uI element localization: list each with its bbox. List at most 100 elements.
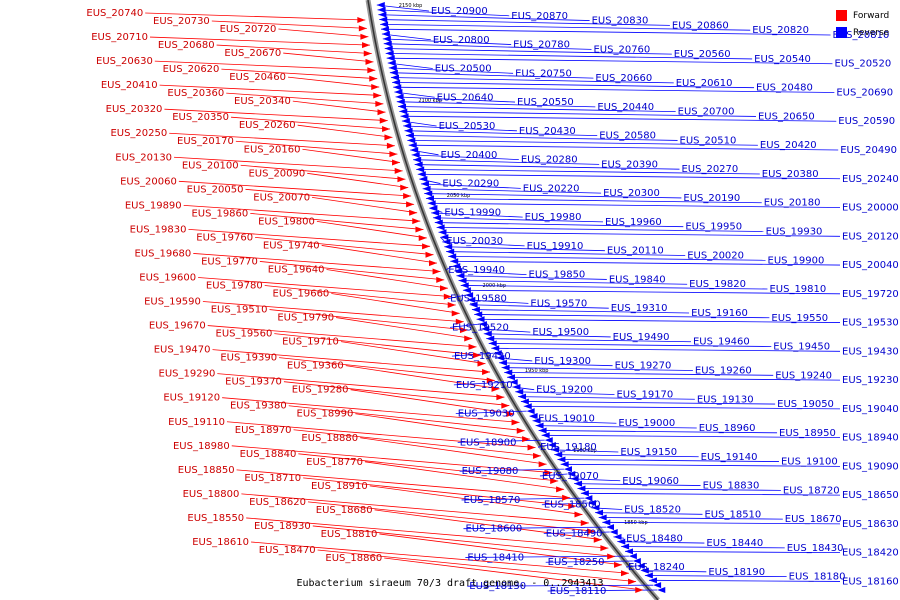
reverse-gene-label[interactable]: EUS_19850 (529, 270, 586, 281)
reverse-gene-label[interactable]: EUS_20390 (601, 159, 658, 170)
reverse-gene-label[interactable]: EUS_19090 (842, 461, 899, 472)
forward-gene-label[interactable]: EUS_20160 (244, 144, 301, 155)
reverse-gene-label[interactable]: EUS_20590 (838, 116, 895, 127)
reverse-gene-label[interactable]: EUS_19000 (618, 418, 675, 429)
forward-gene-label[interactable]: EUS_20350 (172, 112, 229, 123)
reverse-gene-label[interactable]: EUS_18960 (699, 423, 756, 434)
reverse-gene-label[interactable]: EUS_18160 (842, 576, 899, 587)
forward-gene-label[interactable]: EUS_19280 (292, 385, 349, 396)
reverse-gene-label[interactable]: EUS_19580 (450, 294, 507, 305)
reverse-gene-label[interactable]: EUS_18180 (789, 572, 846, 583)
reverse-gene-label[interactable]: EUS_19070 (542, 471, 599, 482)
reverse-gene-label[interactable]: EUS_19300 (534, 356, 591, 367)
forward-gene-label[interactable]: EUS_18970 (235, 425, 292, 436)
reverse-gene-label[interactable]: EUS_18940 (842, 433, 899, 444)
forward-gene-label[interactable]: EUS_18620 (249, 497, 306, 508)
reverse-gene-label[interactable]: EUS_20860 (672, 20, 729, 31)
reverse-gene-label[interactable]: EUS_20490 (840, 145, 897, 156)
forward-gene-label[interactable]: EUS_19670 (149, 321, 206, 332)
reverse-gene-label[interactable]: EUS_18480 (626, 533, 683, 544)
reverse-gene-label[interactable]: EUS_20540 (754, 54, 811, 65)
reverse-gene-label[interactable]: EUS_18950 (779, 428, 836, 439)
forward-gene-label[interactable]: EUS_20680 (158, 40, 215, 51)
reverse-gene-label[interactable]: EUS_18630 (842, 519, 899, 530)
forward-gene-label[interactable]: EUS_19390 (220, 353, 277, 364)
reverse-gene-label[interactable]: EUS_20040 (842, 260, 899, 271)
reverse-gene-label[interactable]: EUS_19010 (538, 413, 595, 424)
forward-gene-label[interactable]: EUS_19600 (139, 272, 196, 283)
reverse-gene-label[interactable]: EUS_20270 (681, 164, 738, 175)
reverse-gene-label[interactable]: EUS_19160 (691, 308, 748, 319)
forward-gene-label[interactable]: EUS_19760 (196, 232, 253, 243)
reverse-gene-label[interactable]: EUS_19950 (685, 222, 742, 233)
reverse-gene-label[interactable]: EUS_20240 (842, 174, 899, 185)
reverse-gene-label[interactable]: EUS_20220 (523, 183, 580, 194)
reverse-gene-label[interactable]: EUS_20560 (674, 49, 731, 60)
forward-gene-label[interactable]: EUS_19890 (125, 200, 182, 211)
forward-gene-label[interactable]: EUS_20060 (120, 176, 177, 187)
reverse-gene-label[interactable]: EUS_19420 (454, 351, 511, 362)
reverse-gene-label[interactable]: EUS_19080 (462, 466, 519, 477)
forward-gene-label[interactable]: EUS_18980 (173, 441, 230, 452)
forward-gene-label[interactable]: EUS_20100 (182, 160, 239, 171)
reverse-gene-label[interactable]: EUS_20800 (433, 35, 490, 46)
forward-gene-label[interactable]: EUS_20340 (234, 96, 291, 107)
reverse-gene-label[interactable]: EUS_20420 (760, 140, 817, 151)
reverse-gene-label[interactable]: EUS_19990 (444, 207, 501, 218)
reverse-gene-label[interactable]: EUS_20760 (593, 44, 650, 55)
reverse-gene-label[interactable]: EUS_18520 (624, 505, 681, 516)
reverse-gene-label[interactable]: EUS_20190 (683, 193, 740, 204)
forward-gene-label[interactable]: EUS_19590 (144, 297, 201, 308)
reverse-gene-label[interactable]: EUS_19230 (842, 375, 899, 386)
reverse-gene-label[interactable]: EUS_20750 (515, 68, 572, 79)
forward-gene-label[interactable]: EUS_18810 (321, 529, 378, 540)
reverse-gene-label[interactable]: EUS_19720 (842, 289, 899, 300)
reverse-gene-label[interactable]: EUS_19840 (609, 274, 666, 285)
reverse-gene-label[interactable]: EUS_20550 (517, 97, 574, 108)
reverse-gene-label[interactable]: EUS_18490 (546, 528, 603, 539)
forward-gene-label[interactable]: EUS_19710 (282, 337, 339, 348)
reverse-gene-label[interactable]: EUS_19520 (452, 322, 509, 333)
reverse-gene-label[interactable]: EUS_19150 (620, 447, 677, 458)
reverse-gene-label[interactable]: EUS_20650 (758, 111, 815, 122)
forward-gene-label[interactable]: EUS_18860 (325, 553, 382, 564)
reverse-gene-label[interactable]: EUS_19500 (532, 327, 589, 338)
reverse-gene-label[interactable]: EUS_19430 (842, 346, 899, 357)
reverse-gene-label[interactable]: EUS_20820 (752, 25, 809, 36)
reverse-gene-label[interactable]: EUS_18720 (783, 485, 840, 496)
forward-gene-label[interactable]: EUS_19780 (206, 281, 263, 292)
reverse-gene-label[interactable]: EUS_20510 (680, 135, 737, 146)
reverse-gene-label[interactable]: EUS_19210 (456, 380, 513, 391)
forward-gene-label[interactable]: EUS_20720 (220, 24, 277, 35)
reverse-gene-label[interactable]: EUS_19040 (842, 404, 899, 415)
forward-gene-label[interactable]: EUS_20070 (253, 192, 310, 203)
forward-gene-label[interactable]: EUS_18880 (301, 433, 358, 444)
reverse-gene-label[interactable]: EUS_20500 (435, 64, 492, 75)
reverse-gene-label[interactable]: EUS_20120 (842, 231, 899, 242)
reverse-gene-label[interactable]: EUS_18600 (465, 524, 522, 535)
reverse-gene-label[interactable]: EUS_18830 (703, 481, 760, 492)
forward-gene-label[interactable]: EUS_19290 (159, 369, 216, 380)
forward-gene-label[interactable]: EUS_19120 (163, 393, 220, 404)
reverse-gene-label[interactable]: EUS_19140 (701, 452, 758, 463)
forward-gene-label[interactable]: EUS_19380 (230, 401, 287, 412)
reverse-gene-label[interactable]: EUS_19180 (540, 442, 597, 453)
reverse-gene-label[interactable]: EUS_20280 (521, 155, 578, 166)
reverse-gene-label[interactable]: EUS_20690 (836, 87, 893, 98)
forward-gene-label[interactable]: EUS_19110 (168, 417, 225, 428)
reverse-gene-label[interactable]: EUS_19240 (775, 370, 832, 381)
forward-gene-label[interactable]: EUS_18800 (183, 489, 240, 500)
reverse-gene-label[interactable]: EUS_20180 (764, 198, 821, 209)
reverse-gene-label[interactable]: EUS_20110 (607, 246, 664, 257)
forward-gene-label[interactable]: EUS_18610 (192, 537, 249, 548)
reverse-gene-label[interactable]: EUS_20030 (446, 236, 503, 247)
reverse-gene-label[interactable]: EUS_19960 (605, 217, 662, 228)
reverse-gene-label[interactable]: EUS_19930 (766, 226, 823, 237)
forward-gene-label[interactable]: EUS_19370 (225, 377, 282, 388)
forward-gene-label[interactable]: EUS_20620 (163, 64, 220, 75)
reverse-gene-label[interactable]: EUS_19810 (769, 284, 826, 295)
forward-gene-label[interactable]: EUS_18470 (259, 545, 316, 556)
reverse-gene-label[interactable]: EUS_18410 (467, 552, 524, 563)
forward-gene-label[interactable]: EUS_19790 (277, 313, 334, 324)
reverse-gene-label[interactable]: EUS_19490 (613, 332, 670, 343)
